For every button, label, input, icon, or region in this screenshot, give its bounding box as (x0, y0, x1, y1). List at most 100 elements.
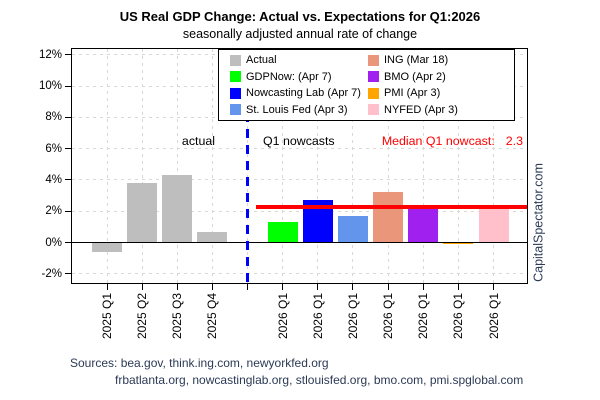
legend-swatch (368, 87, 379, 99)
y-axis-tick (65, 210, 72, 212)
x-axis-tick (106, 283, 108, 290)
legend-swatch (230, 54, 241, 66)
gridline-vertical (317, 49, 319, 283)
gridline-horizontal (72, 273, 527, 275)
gridline-vertical (141, 49, 143, 283)
bar-actual-2025-q4 (197, 231, 228, 243)
annotation-q1-nowcasts: Q1 nowcasts (263, 134, 335, 148)
y-axis-label: -2% (41, 267, 62, 280)
x-axis-label: 2026 Q1 (416, 293, 431, 340)
legend-item: PMI (Apr 3) (368, 86, 440, 100)
y-axis-tick (65, 179, 72, 181)
chart-title: US Real GDP Change: Actual vs. Expectati… (119, 9, 481, 24)
y-axis-label: 10% (38, 80, 62, 92)
legend-item: BMO (Apr 2) (368, 70, 446, 84)
zero-axis-line (72, 242, 527, 243)
plot-area: actual Q1 nowcasts Median Q1 nowcast: 2.3… (39, 48, 528, 339)
chart-subtitle: seasonally adjusted annual rate of chang… (182, 27, 418, 41)
x-axis-tick (493, 283, 495, 290)
legend-item: NYFED (Apr 3) (368, 103, 458, 117)
legend-item: St. Louis Fed (Apr 3) (230, 103, 348, 117)
legend-item: Nowcasting Lab (Apr 7) (230, 86, 361, 100)
legend-swatch (230, 87, 241, 99)
legend-label: PMI (Apr 3) (384, 87, 441, 99)
sources-line-2: frbatlanta.org, nowcastinglab.org, stlou… (115, 373, 524, 387)
legend-swatch (368, 54, 379, 66)
x-axis-label: 2025 Q4 (205, 293, 220, 340)
x-axis-label: 2026 Q1 (486, 293, 501, 340)
y-axis-label: 6% (45, 142, 62, 155)
median-nowcast-line (255, 204, 527, 209)
gridline-horizontal (72, 210, 527, 212)
legend-swatch (368, 104, 379, 115)
legend-label: BMO (Apr 2) (384, 70, 446, 83)
x-axis-tick (352, 283, 354, 290)
y-axis-tick (65, 116, 72, 118)
gridline-vertical (493, 49, 495, 283)
legend-label: GDPNow: (Apr 7) (246, 70, 332, 83)
y-axis-label: 8% (45, 111, 62, 124)
gridline-horizontal (72, 179, 527, 181)
y-axis-tick (65, 148, 72, 150)
y-axis-tick (65, 273, 72, 275)
gridline-vertical (422, 49, 424, 283)
y-axis-label: 4% (45, 173, 62, 186)
annotation-median: Median Q1 nowcast: 2.3 (382, 133, 523, 149)
bar-pmi-apr-3-2026-q1 (443, 242, 474, 245)
x-axis-tick (176, 283, 178, 290)
gridline-vertical (176, 49, 178, 283)
gridline-horizontal (72, 148, 527, 150)
gridline-vertical (457, 49, 459, 283)
x-axis-tick (211, 283, 213, 290)
legend: Actual GDPNow: (Apr 7) Nowcasting Lab (Apr… (218, 49, 515, 121)
x-axis-tick (387, 283, 389, 290)
gridline-vertical (282, 49, 284, 283)
bar-actual-2025-q1 (92, 242, 122, 252)
x-axis-tick (422, 283, 424, 290)
forecast-divider-line (246, 49, 250, 283)
median-label: Median Q1 nowcast: (381, 134, 495, 148)
x-axis-label: 2025 Q3 (170, 293, 185, 340)
bar-st-louis-fed-apr-3-2026-q1 (337, 215, 368, 243)
x-axis-tick (247, 283, 249, 290)
gridline-vertical (352, 49, 354, 283)
x-axis-tick (317, 283, 319, 290)
x-axis-label: 2025 Q2 (135, 293, 150, 340)
bar-actual-2025-q2 (127, 183, 158, 243)
bar-bmo-apr-2-2026-q1 (408, 208, 439, 243)
x-axis-label: 2026 Q1 (381, 293, 396, 340)
legend-swatch (230, 71, 241, 82)
x-axis-label: 2026 Q1 (310, 293, 325, 340)
gridline-vertical (387, 49, 389, 283)
legend-label: Nowcasting Lab (Apr 7) (246, 87, 361, 99)
watermark: CapitalSpectator.com (531, 163, 546, 282)
x-axis-tick (282, 283, 284, 290)
x-axis-tick (457, 283, 459, 290)
y-axis-tick (65, 85, 72, 87)
sources-line-1: Sources: bea.gov, think.ing.com, newyork… (70, 356, 329, 370)
y-axis-label: 0% (45, 236, 62, 249)
y-axis-tick (65, 242, 72, 243)
y-axis-tick (65, 54, 72, 56)
legend-swatch (230, 104, 241, 115)
x-axis-label: 2025 Q1 (100, 293, 114, 340)
legend-label: Actual (246, 54, 277, 66)
legend-item: Actual (230, 53, 277, 67)
legend-item: ING (Mar 18) (368, 53, 448, 67)
x-axis-label: 2026 Q1 (451, 293, 466, 340)
median-value: 2.3 (505, 134, 523, 148)
y-axis-label: 2% (45, 205, 62, 218)
gridline-vertical (211, 49, 213, 283)
legend-label: ING (Mar 18) (384, 54, 449, 66)
legend-label: NYFED (Apr 3) (384, 103, 458, 116)
gridline-vertical (106, 49, 108, 283)
legend-item: GDPNow: (Apr 7) (230, 70, 332, 84)
x-axis-label: 2026 Q1 (345, 293, 360, 340)
legend-label: St. Louis Fed (Apr 3) (246, 103, 348, 116)
bar-nyfed-apr-3-2026-q1 (478, 204, 509, 243)
bar-ing-mar-18-2026-q1 (373, 192, 404, 243)
y-axis-label: 12% (38, 48, 62, 61)
x-axis-label: 2026 Q1 (275, 293, 290, 340)
bar-actual-2025-q3 (162, 175, 193, 243)
